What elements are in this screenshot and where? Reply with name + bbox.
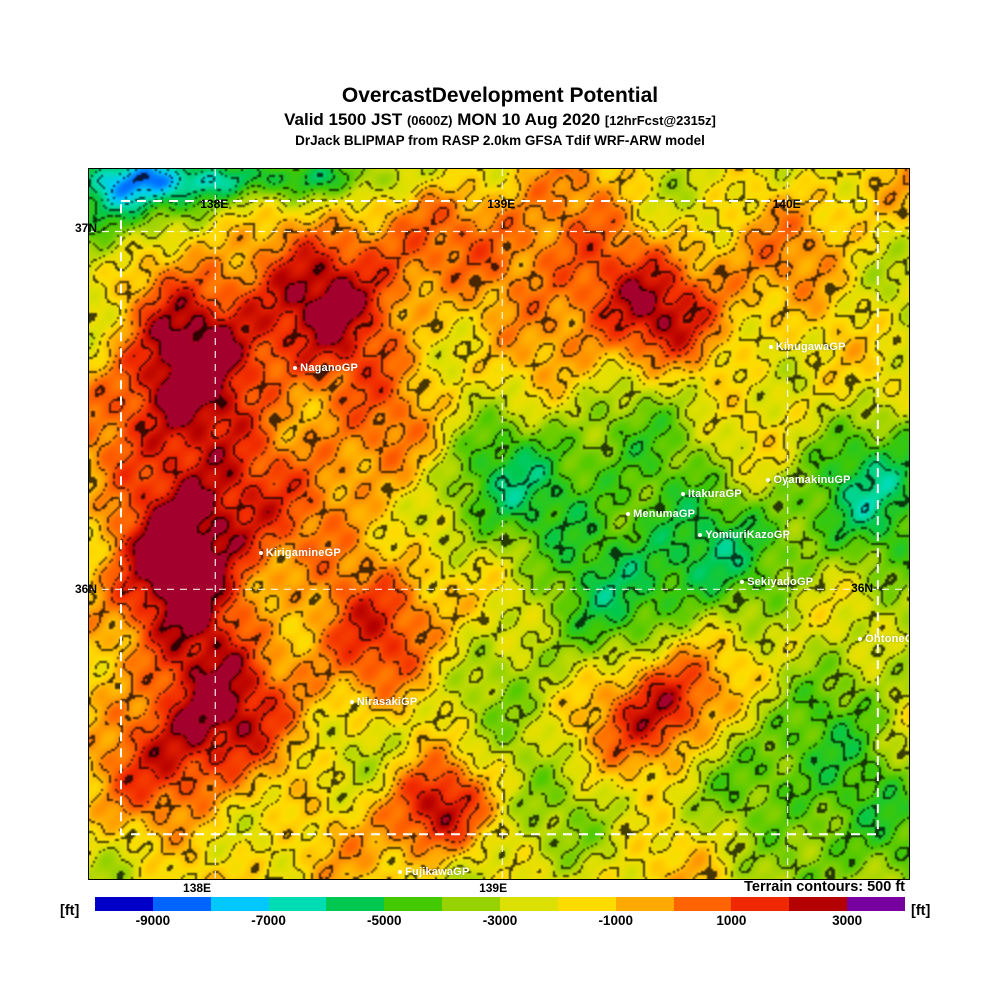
colorbar-segment <box>210 897 269 911</box>
site-label: OyamakinuGP <box>773 473 851 486</box>
site-marker: MenumaGP <box>626 508 695 520</box>
colorbar-segment <box>152 897 211 911</box>
site-marker: KinugawaGP <box>768 341 846 354</box>
colorbar-segment <box>731 897 790 911</box>
model-line: DrJack BLIPMAP from RASP 2.0km GFSA Tdif… <box>295 133 705 148</box>
valid-forecast-tag: [12hrFcst@2315z] <box>604 113 716 128</box>
site-marker: OhtoneGP <box>858 633 909 646</box>
site-marker: OyamakinuGP <box>766 473 851 486</box>
model-domain-box <box>119 199 879 836</box>
site-dot <box>398 869 403 874</box>
colorbar-tick: 3000 <box>832 913 863 928</box>
site-marker: ItakuraGP <box>681 488 742 500</box>
lon-label-top: 138E <box>200 197 229 211</box>
colorbar-segment <box>615 897 674 911</box>
site-marker: NaganoGP <box>293 362 358 374</box>
page-title: OvercastDevelopment Potential <box>341 84 659 107</box>
site-dot <box>766 477 771 482</box>
terrain-contours-note: Terrain contours: 500 ft <box>744 879 905 895</box>
site-label: OhtoneGP <box>865 633 909 646</box>
site-dot <box>681 492 686 497</box>
site-marker: KirigamineGP <box>258 547 341 560</box>
site-label: KirigamineGP <box>265 547 341 560</box>
site-label: YomiuriKazoGP <box>705 528 791 541</box>
site-marker: FujikawaGP <box>398 866 469 878</box>
site-label: FujikawaGP <box>405 865 470 878</box>
colorbar-unit-left: [ft] <box>60 903 80 919</box>
site-dot <box>293 365 298 370</box>
colorbar-segment <box>673 897 732 911</box>
colorbar-tick: -7000 <box>251 913 286 928</box>
colorbar-tick: -3000 <box>482 913 518 928</box>
site-dot <box>258 551 263 556</box>
colorbar-tick: -9000 <box>135 913 171 928</box>
colorbar-tick: -5000 <box>367 913 402 928</box>
site-dot <box>626 512 631 517</box>
lon-label-bottom: 138E <box>183 881 212 895</box>
site-label: MenumaGP <box>633 508 696 521</box>
colorbar-segment <box>789 897 848 911</box>
site-label: NaganoGP <box>300 361 359 374</box>
site-marker: YomiuriKazoGP <box>698 529 790 541</box>
lat-label-right: 36N <box>851 581 874 596</box>
lat-label-left: 36N <box>74 582 97 597</box>
lon-label-bottom: 139E <box>479 881 508 895</box>
site-label: ItakuraGP <box>688 488 742 501</box>
colorbar-segment <box>268 897 327 911</box>
site-marker: SekiyadoGP <box>740 576 813 588</box>
valid-zulu: (0600Z) <box>406 113 453 128</box>
valid-date: MON 10 Aug 2020 <box>452 110 605 129</box>
colorbar-tick: -1000 <box>598 913 633 928</box>
site-dot <box>698 532 703 537</box>
colorbar-segment <box>384 897 443 911</box>
site-marker: NirasakiGP <box>349 696 418 709</box>
site-label: SekiyadoGP <box>747 576 814 589</box>
grid-overlay <box>89 169 909 879</box>
lon-label-top: 139E <box>487 197 516 211</box>
site-dot <box>740 580 745 585</box>
valid-time-line: Valid 1500 JST (0600Z) MON 10 Aug 2020 [… <box>0 110 1000 130</box>
colorbar-tick: 1000 <box>716 913 747 928</box>
colorbar <box>95 897 906 911</box>
potential-field-canvas <box>89 169 909 879</box>
lon-label-top: 140E <box>772 197 801 211</box>
lat-label-left: 37N <box>74 221 97 236</box>
colorbar-segment <box>442 897 501 911</box>
valid-prefix: Valid 1500 JST <box>284 110 407 129</box>
site-dot <box>349 700 354 705</box>
colorbar-unit-right: [ft] <box>911 903 931 919</box>
colorbar-segment <box>95 897 153 911</box>
site-label: NirasakiGP <box>356 696 418 709</box>
colorbar-segment <box>847 897 906 911</box>
colorbar-segment <box>500 897 558 911</box>
colorbar-segment <box>557 897 616 911</box>
colorbar-segment <box>326 897 385 911</box>
site-label: KinugawaGP <box>775 341 846 354</box>
site-dot <box>858 637 863 642</box>
site-dot <box>768 345 773 350</box>
forecast-map: NaganoGP KirigamineGP NirasakiGP KinugawaGP… <box>88 168 910 880</box>
